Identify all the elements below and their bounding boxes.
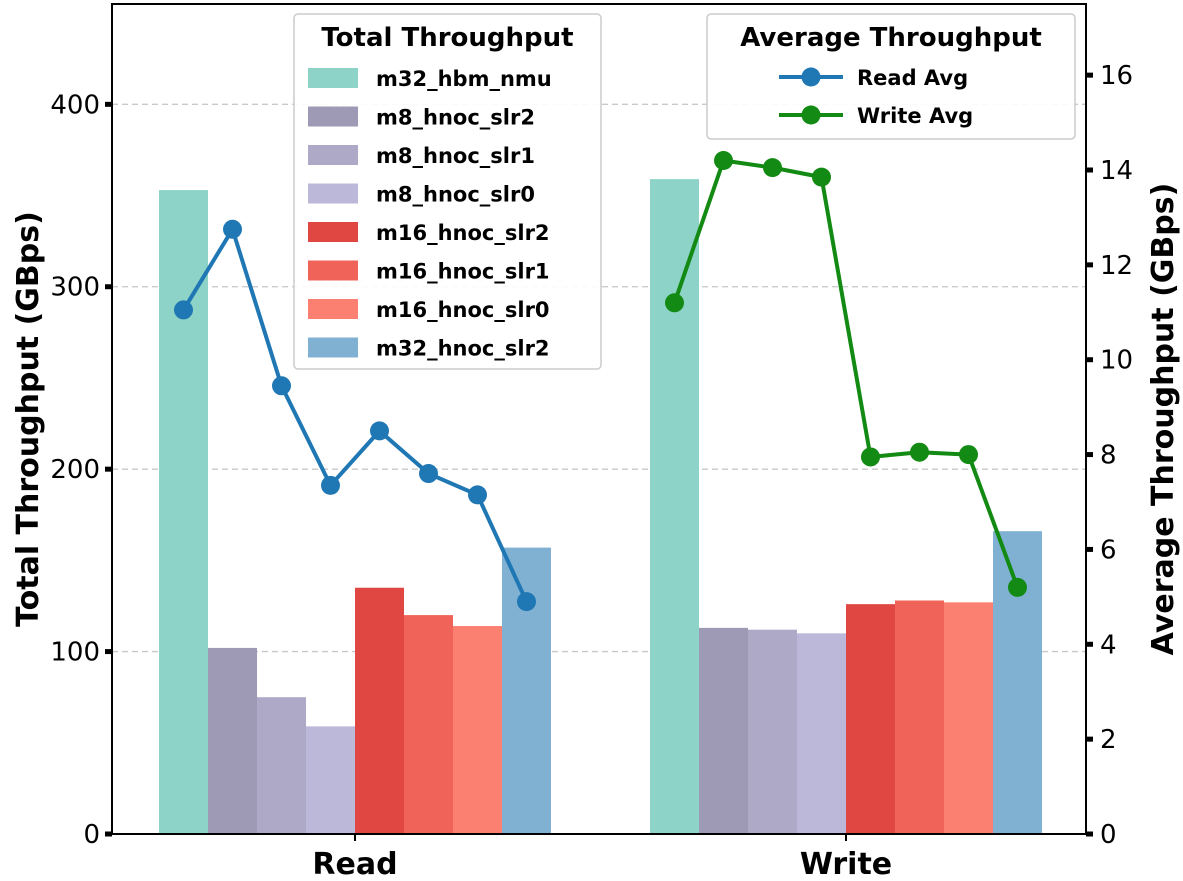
y2-tick-label: 8 <box>1100 441 1117 471</box>
bar-m16_hnoc_slr0-write <box>944 602 993 834</box>
y2-tick-label: 6 <box>1100 535 1117 565</box>
y-tick-label: 400 <box>50 90 100 120</box>
point-write-avg <box>861 447 880 467</box>
legend-label-m8_hnoc_slr2: m8_hnoc_slr2 <box>376 106 535 130</box>
y-tick-label: 100 <box>50 638 100 668</box>
legend-label-read-avg: Read Avg <box>857 66 968 90</box>
bar-m8_hnoc_slr2-write <box>699 627 748 834</box>
y2-tick-label: 4 <box>1100 630 1117 660</box>
bar-m8_hnoc_slr1-write <box>748 629 797 834</box>
point-write-avg <box>665 293 684 313</box>
point-write-avg <box>959 445 978 465</box>
bar-m8_hnoc_slr0-write <box>797 633 846 834</box>
x-tick-label: Read <box>312 847 397 877</box>
legend-swatch-m16_hnoc_slr0 <box>308 299 358 319</box>
point-read-avg <box>370 421 389 441</box>
point-write-avg <box>910 442 929 462</box>
y2-axis-title: Average Throughput (GBps) <box>1146 183 1181 656</box>
legend-swatch-m32_hnoc_slr2 <box>308 337 358 358</box>
point-write-avg <box>763 158 782 178</box>
legend-label-m8_hnoc_slr1: m8_hnoc_slr1 <box>376 144 535 168</box>
bar-m16_hnoc_slr1-read <box>404 615 453 834</box>
legend-marker-write-avg <box>801 105 821 125</box>
point-read-avg <box>468 485 487 505</box>
bar-m32_hnoc_slr2-write <box>993 531 1042 834</box>
bar-m32_hnoc_slr2-read <box>502 547 551 834</box>
point-read-avg <box>321 475 340 495</box>
plot-frame <box>111 3 1087 835</box>
legend-swatch-m16_hnoc_slr1 <box>308 260 358 281</box>
legend-label-m32_hbm_nmu: m32_hbm_nmu <box>376 67 552 91</box>
point-read-avg <box>223 219 242 239</box>
legend-swatch-m8_hnoc_slr0 <box>308 183 358 204</box>
bar-m16_hnoc_slr2-write <box>846 604 895 834</box>
y2-tick-label: 2 <box>1100 725 1117 755</box>
line-legend-title: Average Throughput <box>740 23 1042 53</box>
point-write-avg <box>1008 577 1027 597</box>
y2-tick-label: 10 <box>1100 346 1133 376</box>
bar-m32_hbm_nmu-write <box>650 179 699 835</box>
legend-label-m8_hnoc_slr0: m8_hnoc_slr0 <box>376 183 535 207</box>
x-tick-label: Write <box>800 847 892 877</box>
y2-tick-label: 14 <box>1100 156 1133 186</box>
legend-label-m16_hnoc_slr2: m16_hnoc_slr2 <box>376 221 550 245</box>
y-tick-label: 0 <box>83 820 100 850</box>
y2-tick-label: 16 <box>1100 61 1133 91</box>
bar-m8_hnoc_slr0-read <box>306 726 355 834</box>
point-write-avg <box>714 151 733 171</box>
line-legend-box <box>706 13 1076 140</box>
point-read-avg <box>174 300 193 320</box>
legend-swatch-m8_hnoc_slr2 <box>308 106 358 127</box>
point-read-avg <box>272 376 291 396</box>
y2-tick-label: 12 <box>1100 251 1133 281</box>
bar-m16_hnoc_slr2-read <box>355 587 404 834</box>
bar-m32_hbm_nmu-read <box>159 190 208 835</box>
bar-legend-box <box>293 13 602 370</box>
legend-label-write-avg: Write Avg <box>857 104 973 128</box>
line-write-avg <box>672 158 1020 589</box>
y2-tick-label: 0 <box>1100 820 1117 850</box>
bar-m8_hnoc_slr2-read <box>208 647 257 834</box>
y-tick-label: 200 <box>50 455 100 485</box>
y-axis-title: Total Throughput (GBps) <box>11 211 46 627</box>
legend-swatch-m32_hbm_nmu <box>308 68 358 88</box>
legend-marker-read-avg <box>801 67 821 87</box>
bar-m16_hnoc_slr0-read <box>453 626 502 834</box>
legend-swatch-m8_hnoc_slr1 <box>308 145 358 165</box>
legend-label-m16_hnoc_slr0: m16_hnoc_slr0 <box>376 298 550 322</box>
point-read-avg <box>517 592 536 612</box>
legend-label-m16_hnoc_slr1: m16_hnoc_slr1 <box>376 260 550 284</box>
legend-label-m32_hnoc_slr2: m32_hnoc_slr2 <box>376 337 550 361</box>
bar-m16_hnoc_slr1-write <box>895 600 944 834</box>
y-tick-label: 300 <box>50 273 100 303</box>
bar-legend-title: Total Throughput <box>321 23 573 53</box>
bar-m8_hnoc_slr1-read <box>257 697 306 834</box>
point-read-avg <box>419 464 438 484</box>
point-write-avg <box>812 167 831 187</box>
legend-swatch-m16_hnoc_slr2 <box>308 222 358 242</box>
